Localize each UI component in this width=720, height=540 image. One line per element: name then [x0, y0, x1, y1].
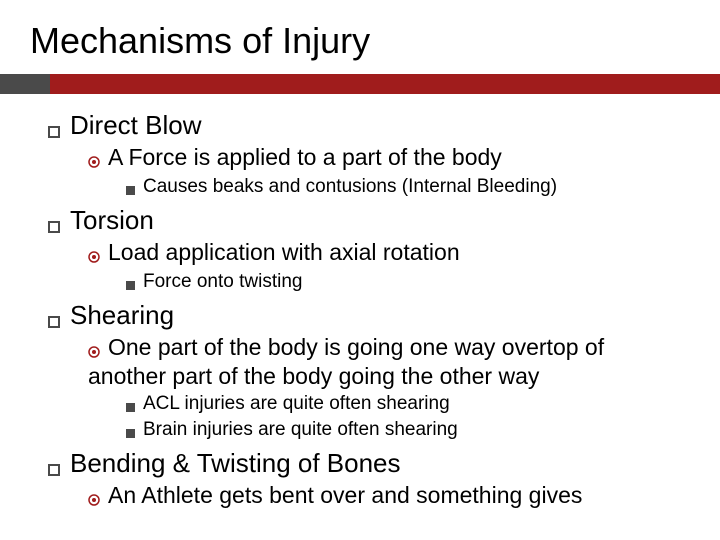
l2-text-cont: another part of the body going the other… [88, 362, 690, 391]
list-item: Load application with axial rotation [88, 238, 690, 268]
list-item: Bending & Twisting of Bones [48, 448, 690, 479]
l1-text: Bending & Twisting of Bones [70, 448, 401, 479]
l2-text: Load application with axial rotation [108, 238, 460, 268]
square-bullet-icon [48, 221, 60, 233]
list-item: ACL injuries are quite often shearing [126, 392, 690, 416]
list-item: Causes beaks and contusions (Internal Bl… [126, 175, 690, 199]
list-item: An Athlete gets bent over and something … [88, 481, 690, 511]
l2-text: A Force is applied to a part of the body [108, 143, 502, 173]
l1-text: Torsion [70, 205, 154, 236]
square-fill-bullet-icon [126, 403, 135, 412]
list-item: Force onto twisting [126, 270, 690, 294]
l3-text: Force onto twisting [143, 270, 302, 294]
accent-bar [0, 74, 720, 94]
slide: Mechanisms of Injury Direct Blow A Force… [0, 0, 720, 540]
list-item: A Force is applied to a part of the body [88, 143, 690, 173]
list-item: Torsion [48, 205, 690, 236]
l1-text: Direct Blow [70, 110, 201, 141]
square-bullet-icon [48, 316, 60, 328]
target-bullet-icon [88, 345, 100, 357]
list-item: Shearing [48, 300, 690, 331]
l1-text: Shearing [70, 300, 174, 331]
list-item: Direct Blow [48, 110, 690, 141]
square-bullet-icon [48, 126, 60, 138]
target-bullet-icon [88, 494, 100, 506]
l3-text: Causes beaks and contusions (Internal Bl… [143, 175, 557, 199]
list-item: Brain injuries are quite often shearing [126, 418, 690, 442]
slide-content: Direct Blow A Force is applied to a part… [30, 94, 690, 511]
l2-text: One part of the body is going one way ov… [108, 333, 604, 362]
square-bullet-icon [48, 464, 60, 476]
l3-text: ACL injuries are quite often shearing [143, 392, 450, 416]
slide-title: Mechanisms of Injury [30, 20, 690, 62]
l3-text: Brain injuries are quite often shearing [143, 418, 458, 442]
list-item: One part of the body is going one way ov… [88, 333, 690, 391]
target-bullet-icon [88, 156, 100, 168]
target-bullet-icon [88, 251, 100, 263]
square-fill-bullet-icon [126, 281, 135, 290]
l2-text: An Athlete gets bent over and something … [108, 481, 582, 511]
square-fill-bullet-icon [126, 429, 135, 438]
square-fill-bullet-icon [126, 186, 135, 195]
